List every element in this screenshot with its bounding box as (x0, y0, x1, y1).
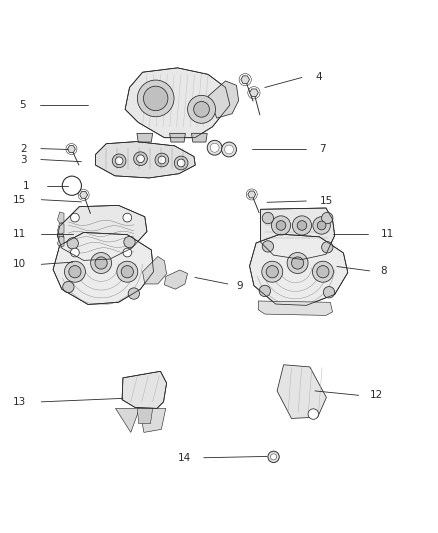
Circle shape (225, 145, 233, 154)
Polygon shape (241, 76, 250, 83)
Text: 11: 11 (381, 229, 394, 239)
Polygon shape (140, 408, 166, 432)
Circle shape (71, 248, 79, 257)
Circle shape (262, 241, 274, 252)
Polygon shape (277, 365, 326, 418)
Circle shape (112, 154, 126, 168)
Circle shape (272, 216, 290, 235)
Circle shape (124, 236, 135, 248)
Text: 12: 12 (370, 390, 383, 400)
Polygon shape (95, 142, 195, 178)
Circle shape (134, 152, 147, 166)
Circle shape (268, 451, 279, 463)
Circle shape (64, 261, 85, 282)
Polygon shape (191, 133, 207, 142)
Polygon shape (122, 372, 166, 408)
Text: 3: 3 (20, 155, 27, 165)
Circle shape (312, 261, 333, 282)
Circle shape (138, 80, 174, 117)
Circle shape (123, 213, 132, 222)
Polygon shape (57, 223, 64, 234)
Polygon shape (138, 408, 152, 424)
Polygon shape (250, 89, 258, 96)
Circle shape (174, 156, 188, 170)
Circle shape (128, 288, 140, 299)
Circle shape (63, 281, 74, 293)
Circle shape (292, 216, 311, 235)
Circle shape (95, 257, 107, 269)
Circle shape (69, 265, 81, 278)
Text: 10: 10 (13, 260, 26, 269)
Circle shape (308, 409, 318, 419)
Circle shape (210, 143, 219, 152)
Polygon shape (258, 301, 332, 316)
Circle shape (187, 95, 215, 123)
Circle shape (262, 261, 283, 282)
Text: 15: 15 (319, 196, 333, 206)
Circle shape (317, 221, 326, 230)
Polygon shape (116, 408, 140, 432)
Circle shape (317, 265, 329, 278)
Polygon shape (57, 212, 64, 223)
Polygon shape (170, 133, 185, 142)
Polygon shape (57, 236, 64, 247)
Polygon shape (125, 68, 230, 138)
Circle shape (207, 140, 222, 155)
Circle shape (117, 261, 138, 282)
Circle shape (297, 221, 307, 230)
Circle shape (123, 248, 132, 257)
Circle shape (177, 159, 185, 167)
Circle shape (291, 257, 304, 269)
Circle shape (121, 265, 134, 278)
Circle shape (266, 265, 279, 278)
Polygon shape (57, 227, 64, 237)
Polygon shape (53, 232, 153, 304)
Text: 9: 9 (237, 281, 243, 291)
Text: 2: 2 (20, 143, 27, 154)
Polygon shape (250, 234, 348, 305)
Text: 1: 1 (22, 181, 29, 191)
Polygon shape (80, 191, 88, 198)
Text: 11: 11 (13, 229, 26, 239)
Text: 8: 8 (381, 266, 387, 276)
Text: 4: 4 (315, 71, 321, 82)
Polygon shape (248, 191, 256, 198)
Circle shape (321, 212, 333, 224)
Circle shape (262, 212, 274, 224)
Circle shape (287, 253, 308, 273)
Polygon shape (137, 133, 152, 142)
Polygon shape (67, 146, 75, 152)
Polygon shape (143, 256, 166, 284)
Circle shape (259, 285, 271, 297)
Circle shape (137, 155, 145, 163)
Text: 15: 15 (13, 195, 26, 205)
Polygon shape (208, 81, 239, 118)
Circle shape (323, 287, 335, 298)
Circle shape (155, 153, 169, 167)
Circle shape (276, 221, 286, 230)
Circle shape (144, 86, 168, 111)
Circle shape (67, 238, 78, 249)
Circle shape (158, 156, 166, 164)
Polygon shape (164, 270, 187, 289)
Polygon shape (57, 205, 147, 261)
Text: 14: 14 (177, 453, 191, 463)
Circle shape (115, 157, 123, 165)
Text: 13: 13 (13, 397, 26, 407)
Circle shape (271, 454, 277, 460)
Polygon shape (261, 208, 335, 260)
Circle shape (321, 241, 333, 253)
Text: 5: 5 (19, 100, 26, 110)
Circle shape (71, 213, 79, 222)
Circle shape (194, 101, 209, 117)
Text: 7: 7 (319, 143, 326, 154)
Circle shape (313, 217, 330, 234)
Circle shape (91, 253, 112, 273)
Circle shape (222, 142, 237, 157)
